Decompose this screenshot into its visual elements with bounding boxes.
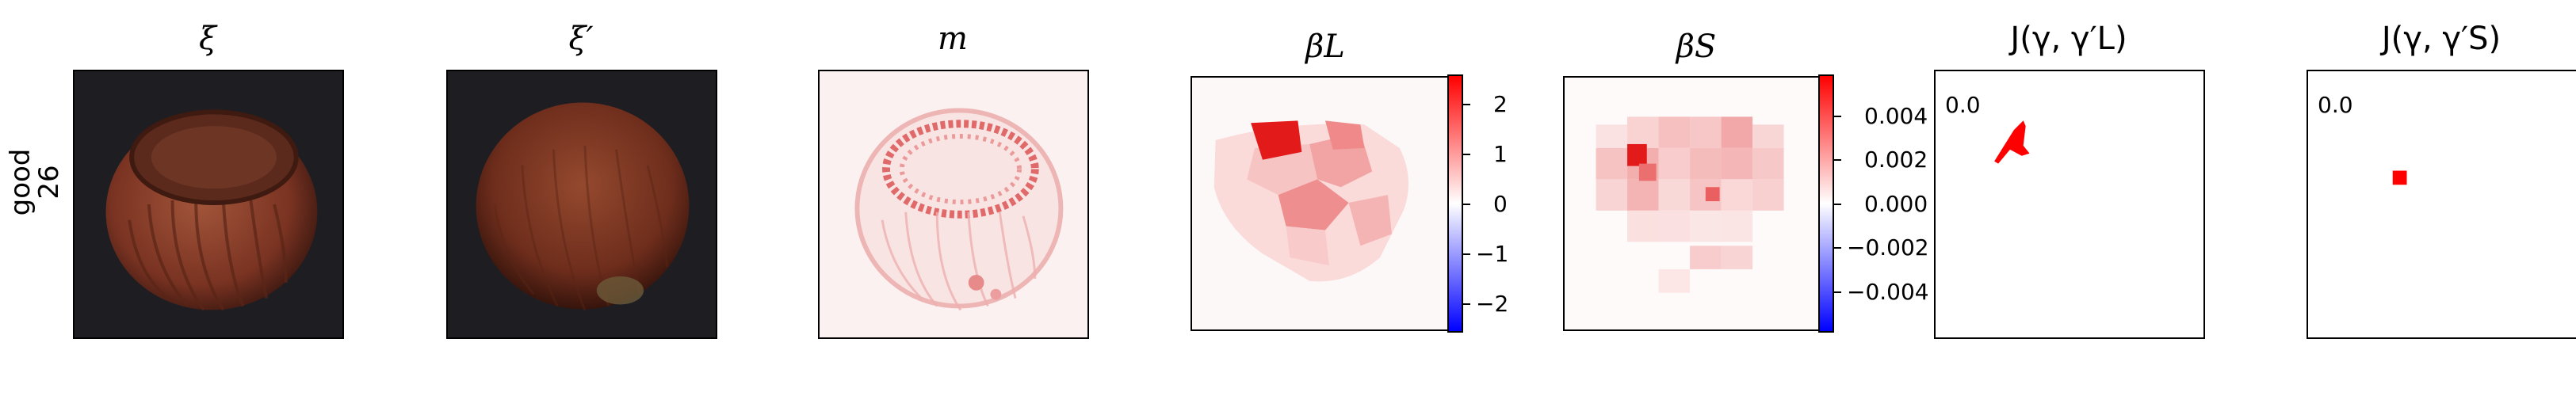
cbar-l-tick-mark-3: [1463, 253, 1470, 255]
hazelnut-image: [75, 71, 342, 337]
cbar-s-tick-mark-3: [1834, 247, 1841, 249]
row-label-class: good: [5, 148, 36, 216]
cbar-l-tick-mark-1: [1463, 154, 1470, 155]
panel-xi-prime-image: [446, 70, 717, 339]
j-l-value: 0.0: [1945, 92, 1981, 118]
j-s-value: 0.0: [2318, 92, 2353, 118]
cbar-s-tick-mark-4: [1834, 291, 1841, 293]
cbar-s-tick-1: 0.002: [1864, 147, 1928, 173]
panel-xi-image: [73, 70, 344, 339]
cbar-l-tick-1: 1: [1493, 141, 1508, 167]
colorbar-beta-l: [1447, 74, 1463, 333]
j-s-mask: [2392, 170, 2407, 185]
cbar-l-tick-mark-2: [1463, 204, 1470, 205]
cbar-l-tick-3: −1: [1476, 241, 1509, 267]
j-l-mask: [1994, 120, 2030, 164]
cbar-s-tick-2: 0.000: [1864, 191, 1928, 217]
panel-title-beta-l: βL: [1305, 29, 1345, 65]
panel-title-j-s: J(γ, γ′S): [2381, 21, 2501, 57]
panel-title-m: m: [938, 21, 968, 57]
panel-title-beta-s: βS: [1676, 29, 1717, 65]
panel-m-map: [818, 70, 1089, 339]
cbar-s-tick-0: 0.004: [1864, 103, 1928, 129]
panel-title-j-l: J(γ, γ′L): [2010, 21, 2127, 57]
panel-j-s-map: 0.0: [2307, 70, 2576, 339]
beta-l-heatmap: [1192, 78, 1452, 329]
row-label: good 26: [5, 127, 65, 238]
row-label-index: 26: [33, 165, 65, 200]
mask-heatmap: [820, 71, 1087, 337]
hazelnut-image-2: [448, 71, 716, 337]
cbar-s-tick-3: −0.002: [1847, 234, 1929, 261]
cbar-s-tick-mark-1: [1834, 159, 1841, 161]
cbar-l-tick-0: 2: [1493, 91, 1508, 117]
panel-title-xi-prime: ξ′: [568, 21, 594, 57]
cbar-s-tick-mark-0: [1834, 116, 1841, 117]
cbar-l-tick-mark-0: [1463, 104, 1470, 105]
cbar-l-tick-mark-4: [1463, 303, 1470, 305]
cbar-l-tick-4: −2: [1476, 291, 1509, 317]
panel-j-l-map: 0.0: [1934, 70, 2205, 339]
panel-beta-s-map: [1563, 76, 1825, 331]
cbar-l-tick-2: 0: [1493, 191, 1508, 217]
panel-title-xi: ξ: [198, 21, 217, 57]
cbar-s-tick-mark-2: [1834, 204, 1841, 205]
panel-beta-l-map: [1191, 76, 1454, 331]
cbar-s-tick-4: −0.004: [1847, 279, 1929, 305]
colorbar-beta-s: [1818, 74, 1834, 333]
beta-s-heatmap: [1565, 78, 1823, 329]
